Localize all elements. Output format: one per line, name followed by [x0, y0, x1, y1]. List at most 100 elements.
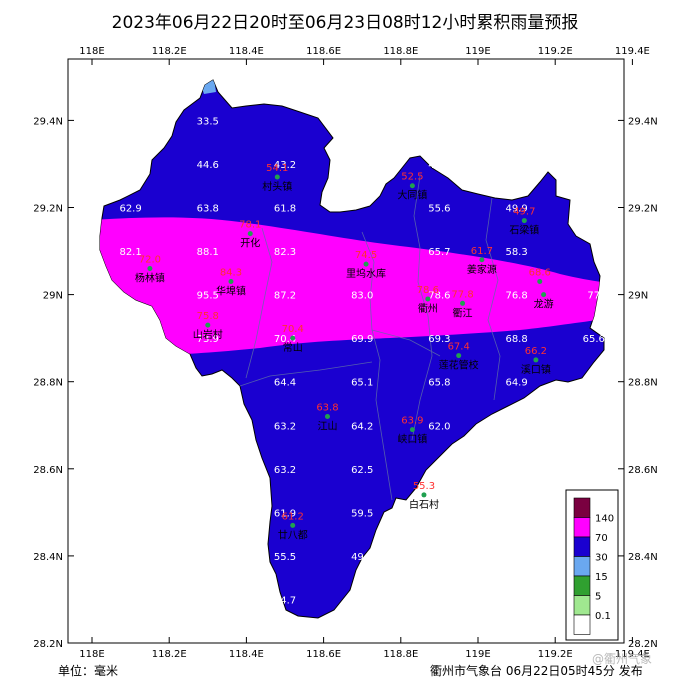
station-dot [533, 357, 539, 363]
lat-tick-label-right: 28.8N [628, 378, 658, 389]
grid-value: 76.8 [505, 291, 527, 302]
station-dot [456, 353, 462, 359]
station-name: 溪口镇 [521, 363, 551, 376]
station-name: 开化 [240, 237, 260, 250]
station-dot [425, 296, 431, 302]
station-dot [274, 174, 280, 180]
grid-value: 64.2 [351, 421, 373, 432]
legend-level-label: 70 [595, 533, 608, 544]
grid-value: 55.6 [428, 204, 450, 215]
legend: 140 70 30 15 5 0.1 [565, 489, 619, 641]
station-rain-value: 66.2 [525, 346, 547, 357]
lat-tick-label-left: 28.8N [33, 378, 63, 389]
grid-value: 70.4 [274, 334, 296, 345]
station-rain-value: 63.9 [401, 416, 423, 427]
station-rain-value: 63.8 [316, 403, 338, 414]
grid-value: 64.9 [505, 378, 527, 389]
lon-tick-label-top: 119.4E [615, 46, 650, 57]
lon-tick-label-top: 119.2E [538, 46, 573, 57]
station-dot [409, 183, 415, 189]
station-rain-value: 72.0 [139, 254, 161, 265]
heavy-rain-band-70-140 [100, 217, 604, 356]
map-title: 2023年06月22日20时至06月23日08时12小时累积雨量预报 [111, 13, 579, 33]
lon-tick-label-top: 118.6E [306, 46, 341, 57]
lat-tick-label-right: 28.2N [628, 639, 658, 650]
grid-value: 56 [445, 465, 458, 476]
station-name: 白石村 [409, 498, 439, 511]
station-name: 莲花管校 [439, 359, 479, 372]
grid-value: 69.3 [428, 334, 450, 345]
county-boundaries [239, 175, 501, 501]
station-rain-value: 54.1 [266, 163, 288, 174]
station-rain-value: 61.7 [471, 246, 493, 257]
station-name: 廿八都 [278, 529, 308, 541]
lon-tick-label-bottom: 119E [465, 649, 490, 660]
grid-value: 83.0 [351, 291, 373, 302]
station-rain-value: 61.2 [282, 511, 304, 522]
station-name: 大同镇 [397, 189, 427, 202]
legend-level-label: 15 [595, 572, 608, 583]
station-dot [324, 414, 330, 420]
station-dot [147, 265, 153, 271]
grid-value: 65.7 [428, 247, 450, 258]
lon-tick-label-bottom: 118.6E [306, 649, 341, 660]
lat-tick-label-left: 29N [43, 291, 63, 302]
grid-values: 33.5 44.6 43.2 45.4 62.9 63.8 61.8 55.6 49.9 82.1… [119, 116, 604, 606]
station-rain-value: 55.3 [413, 481, 435, 492]
station-rain-value: 78.1 [239, 220, 261, 231]
legend-swatch [573, 517, 591, 538]
station-dot [290, 522, 296, 528]
grid-value: 65.1 [351, 378, 373, 389]
grid-value: 95.5 [197, 291, 219, 302]
issuer-label: 衢州市气象台 06月22日05时45分 发布 [430, 664, 643, 678]
grid-value: 68.8 [505, 334, 527, 345]
station-rain-value: 78.6 [417, 285, 439, 296]
grid-value: 49.9 [505, 204, 527, 215]
station-name: 江山 [317, 421, 337, 433]
lon-tick-label-top: 119E [465, 46, 490, 57]
station-dot [541, 292, 547, 298]
station-markers: 54.1 村头镇 52.5 大同镇 49.7 石梁镇 78.1 开化 72.0 杨林镇 74.5 里坞… [135, 163, 554, 541]
station-rain-value: 68.6 [529, 268, 551, 279]
station-dot [205, 322, 211, 328]
grid-value: 44.7 [274, 595, 296, 606]
station-name: 峡口镇 [397, 433, 427, 446]
grid-value: 62.0 [428, 421, 450, 432]
station-name: 里坞水库 [346, 267, 386, 280]
station-rain-value: 70.4 [282, 324, 304, 335]
lon-tick-label-top: 118.8E [383, 46, 418, 57]
grid-value: 65.6 [583, 334, 605, 345]
legend-swatch [573, 595, 591, 616]
station-dot [363, 261, 369, 267]
grid-value: 69.9 [351, 334, 373, 345]
watermark-text: @衢州气象 [592, 652, 653, 666]
lat-tick-label-right: 28.6N [628, 465, 658, 476]
station-dot [537, 279, 543, 285]
legend-level-label: 140 [595, 514, 614, 525]
unit-label: 单位：毫米 [58, 664, 119, 678]
lat-tick-label-left: 29.2N [33, 204, 63, 215]
station-dot [409, 427, 415, 433]
rainfall-region [99, 79, 605, 619]
grid-value: 49.0 [351, 552, 373, 563]
station-dot [247, 231, 253, 237]
station-dot [479, 257, 485, 263]
station-rain-value: 84.3 [220, 268, 242, 279]
grid-value: 78.6 [428, 291, 450, 302]
station-name: 衢江 [453, 307, 473, 319]
lat-tick-label-left: 29.4N [33, 116, 63, 127]
station-rain-value: 77.8 [451, 289, 473, 300]
station-name: 常山 [283, 341, 303, 354]
grid-value: 33.5 [197, 116, 219, 127]
grid-value: 45.4 [428, 160, 450, 171]
station-rain-value: 75.8 [197, 311, 219, 322]
station-name: 村头镇 [262, 180, 292, 193]
legend-swatch [573, 497, 591, 518]
legend-level-label: 30 [595, 553, 608, 564]
grid-value: 59.5 [351, 508, 373, 519]
grid-value: 73.9 [197, 334, 219, 345]
station-name: 杨林镇 [135, 271, 165, 284]
station-rain-value: 74.5 [355, 250, 377, 261]
lat-tick-label-right: 29.2N [628, 204, 658, 215]
grid-value: 62.5 [351, 465, 373, 476]
